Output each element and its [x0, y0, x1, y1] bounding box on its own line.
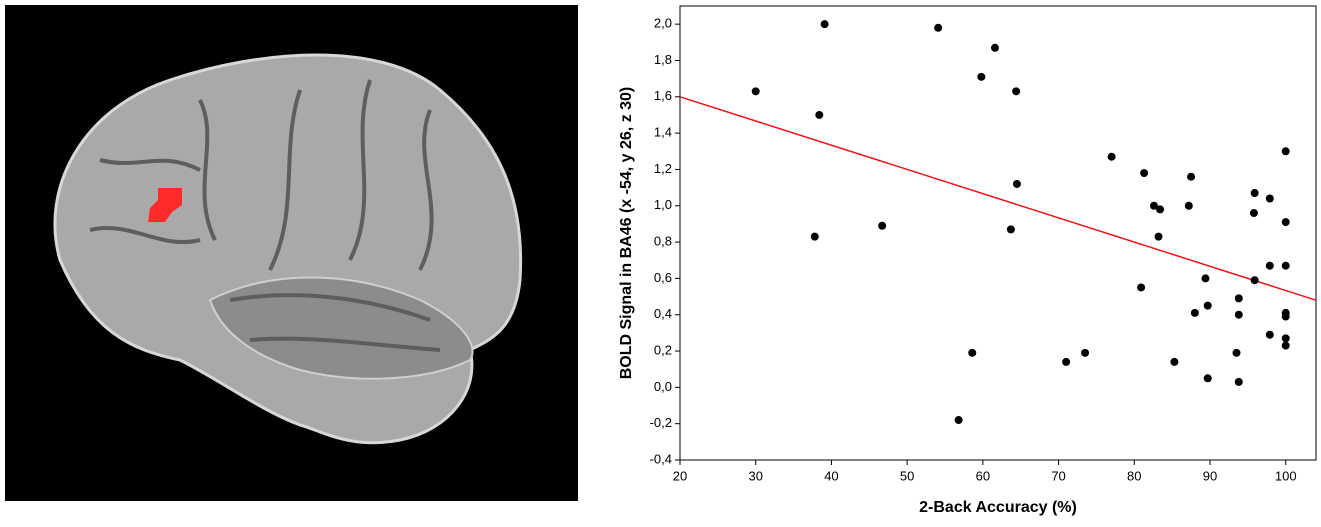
point — [1203, 301, 1212, 310]
point — [1232, 348, 1241, 357]
point — [954, 416, 963, 425]
sulci — [89, 79, 441, 352]
point — [1281, 312, 1290, 321]
x-tick-label: 80 — [1127, 468, 1141, 483]
point — [1201, 274, 1210, 283]
point — [810, 232, 819, 241]
x-tick-label: 100 — [1275, 468, 1297, 483]
point — [1281, 341, 1290, 350]
point — [1234, 377, 1243, 386]
point — [751, 87, 760, 96]
point — [1140, 169, 1149, 178]
point — [1006, 225, 1015, 234]
point — [1281, 334, 1290, 343]
point — [1203, 374, 1212, 383]
point — [1265, 330, 1274, 339]
x-tick-label: 90 — [1203, 468, 1217, 483]
point — [1281, 261, 1290, 270]
y-axis-label: BOLD Signal in BA46 (x -54, y 26, z 30) — [618, 87, 635, 380]
point — [990, 43, 999, 52]
point — [1234, 310, 1243, 319]
brain-image — [5, 5, 578, 501]
x-tick-label: 60 — [976, 468, 990, 483]
y-tick-label: 1,4 — [654, 125, 672, 140]
y-tick-label: 1,6 — [654, 88, 672, 103]
temporal-lobe — [208, 276, 474, 380]
plot-frame — [679, 5, 1317, 461]
point — [815, 110, 824, 119]
point — [1184, 201, 1193, 210]
point — [1187, 172, 1196, 181]
point — [1156, 205, 1165, 214]
point — [1250, 189, 1259, 198]
y-tick-label: 1,8 — [654, 52, 672, 67]
x-axis-label: 2-Back Accuracy (%) — [919, 499, 1077, 516]
x-tick-label: 20 — [673, 468, 687, 483]
point — [1281, 147, 1290, 156]
point — [1265, 261, 1274, 270]
point — [1149, 201, 1158, 210]
point — [1081, 348, 1090, 357]
y-tick-label: -0,4 — [650, 451, 672, 466]
point — [878, 221, 887, 230]
point — [1012, 87, 1021, 96]
y-tick-label: 0,8 — [654, 234, 672, 249]
x-tick-label: 50 — [900, 468, 914, 483]
point — [1281, 218, 1290, 227]
point — [977, 72, 986, 81]
x-tick-label: 30 — [748, 468, 762, 483]
point — [1170, 357, 1179, 366]
y-tick-label: -0,2 — [650, 415, 672, 430]
y-tick-label: 0,6 — [654, 270, 672, 285]
point — [1250, 276, 1259, 285]
y-tick-label: 0,0 — [654, 379, 672, 394]
y-tick-label: 2,0 — [654, 16, 672, 31]
activation-cluster — [148, 188, 182, 222]
point — [1012, 179, 1021, 188]
fit-line — [679, 96, 1317, 301]
point — [820, 20, 829, 29]
y-tick-label: 0,2 — [654, 342, 672, 357]
point — [1190, 308, 1199, 317]
point — [1107, 152, 1116, 161]
x-tick-label: 70 — [1051, 468, 1065, 483]
point — [1249, 209, 1258, 218]
y-tick-label: 1,0 — [654, 197, 672, 212]
point — [1137, 283, 1146, 292]
point — [934, 23, 943, 32]
point — [968, 348, 977, 357]
point — [1265, 194, 1274, 203]
point — [1154, 232, 1163, 241]
point — [1234, 294, 1243, 303]
y-tick-label: 1,2 — [654, 161, 672, 176]
x-tick-label: 40 — [824, 468, 838, 483]
y-tick-label: 0,4 — [654, 306, 672, 321]
point — [1062, 357, 1071, 366]
